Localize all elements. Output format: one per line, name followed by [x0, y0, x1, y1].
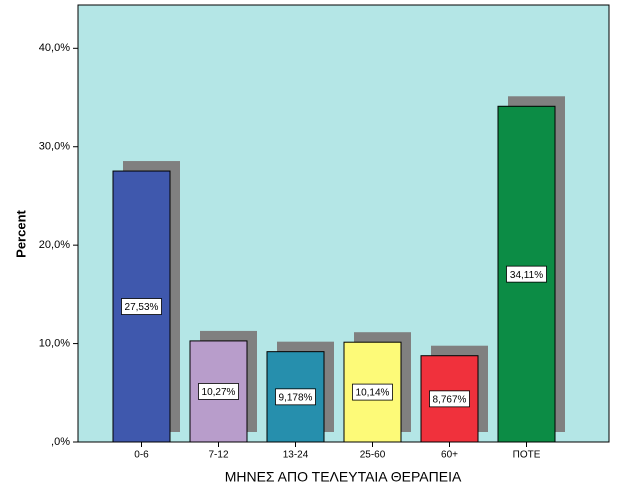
- value-label: 8,767%: [433, 394, 467, 405]
- x-tick-label: 0-6: [134, 450, 149, 461]
- y-tick-label: 40,0%: [39, 42, 70, 54]
- x-tick-label: ΠΟΤΕ: [513, 450, 541, 461]
- x-tick-label: 7-12: [208, 450, 228, 461]
- y-tick-label: ,0%: [51, 436, 70, 448]
- value-label: 34,11%: [510, 270, 543, 281]
- x-tick-label: 13-24: [283, 450, 309, 461]
- value-label: 27,53%: [125, 302, 159, 313]
- y-tick-label: 10,0%: [39, 337, 70, 349]
- value-label-box: [121, 298, 162, 315]
- value-label-box: [506, 265, 547, 283]
- y-tick-label: 20,0%: [39, 239, 70, 251]
- x-axis-label: ΜΗΝΕΣ ΑΠΟ ΤΕΛΕΥΤΑΙΑ ΘΕΡΑΠΕΙΑ: [225, 469, 462, 485]
- value-label: 10,27%: [202, 387, 236, 398]
- value-label-box: [275, 388, 316, 406]
- x-tick-label: 60+: [441, 450, 458, 461]
- value-label-box: [429, 390, 470, 408]
- y-tick-label: 30,0%: [39, 141, 70, 153]
- value-label: 10,14%: [356, 388, 390, 399]
- value-label-box: [198, 383, 239, 400]
- value-label: 9,178%: [279, 392, 313, 403]
- y-axis-label: Percent: [13, 209, 28, 257]
- x-tick-label: 25-60: [360, 450, 386, 461]
- value-label-box: [352, 383, 393, 401]
